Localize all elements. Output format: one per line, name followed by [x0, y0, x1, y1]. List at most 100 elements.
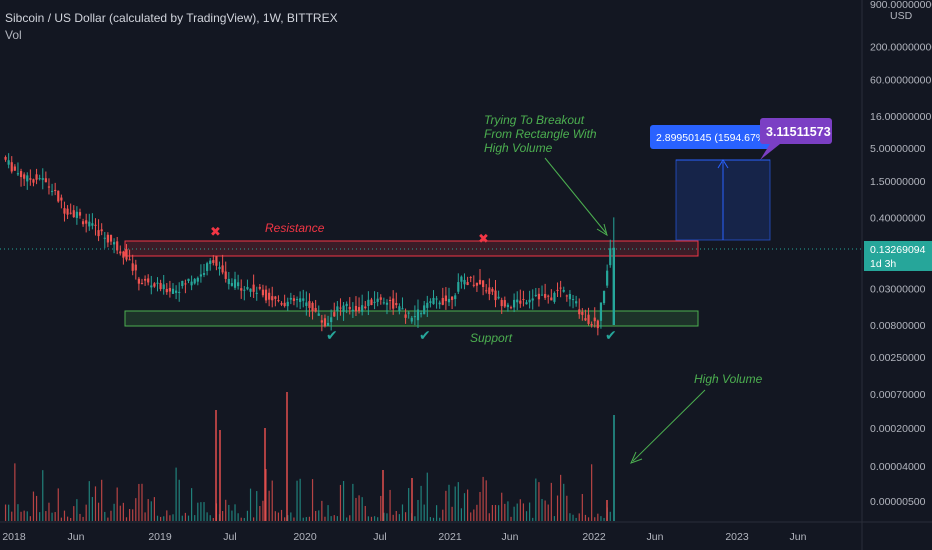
volume-bar[interactable] [237, 513, 239, 521]
resistance-zone[interactable] [124, 240, 699, 257]
candle-body[interactable] [268, 292, 271, 300]
volume-bar[interactable] [32, 491, 35, 521]
candle-body[interactable] [385, 302, 389, 305]
candle-body[interactable] [224, 271, 227, 279]
candle-body[interactable] [398, 306, 401, 312]
candle-body[interactable] [171, 288, 175, 294]
candle-body[interactable] [26, 175, 29, 182]
support-check-mark-3[interactable]: ✔ [605, 328, 617, 344]
candle-body[interactable] [13, 166, 16, 171]
volume-bar[interactable] [200, 502, 202, 521]
volume-bar[interactable] [380, 495, 382, 521]
volume-spike[interactable] [215, 410, 217, 521]
volume-bar[interactable] [187, 515, 190, 521]
volume-bar[interactable] [513, 506, 515, 521]
volume-bar[interactable] [144, 512, 146, 521]
volume-bar[interactable] [305, 517, 307, 521]
volume-bar[interactable] [256, 491, 258, 521]
candle-body[interactable] [292, 298, 296, 301]
candle-body[interactable] [395, 303, 398, 306]
volume-bar[interactable] [569, 513, 571, 521]
volume-bar[interactable] [609, 511, 611, 521]
volume-bar[interactable] [445, 490, 447, 521]
candle-body[interactable] [60, 197, 63, 201]
volume-bar[interactable] [535, 478, 537, 521]
candle-body[interactable] [602, 290, 606, 304]
volume-bar[interactable] [507, 501, 509, 521]
volume-bar[interactable] [544, 500, 546, 521]
volume-bar[interactable] [510, 516, 512, 521]
volume-bar[interactable] [290, 512, 292, 521]
volume-bar[interactable] [150, 501, 152, 521]
candle-body[interactable] [506, 304, 510, 308]
candle-body[interactable] [367, 299, 370, 307]
candle-body[interactable] [342, 305, 345, 312]
volume-bar[interactable] [54, 512, 56, 521]
high-volume-label[interactable]: High Volume [694, 372, 763, 386]
volume-bar[interactable] [85, 504, 87, 521]
candle-body[interactable] [513, 299, 516, 308]
candle-body[interactable] [122, 251, 125, 258]
volume-bar[interactable] [160, 516, 162, 521]
volume-bar[interactable] [11, 511, 13, 521]
volume-bar[interactable] [29, 516, 31, 521]
volume-bar[interactable] [116, 487, 118, 521]
candle-body[interactable] [314, 307, 317, 312]
candle-body[interactable] [295, 299, 299, 301]
resistance-touch-mark-2[interactable]: ✖ [478, 232, 489, 247]
candle-body[interactable] [454, 295, 457, 300]
candle-body[interactable] [206, 263, 209, 271]
candle-body[interactable] [175, 290, 178, 293]
candle-body[interactable] [475, 282, 479, 286]
candle-body[interactable] [320, 320, 323, 323]
candle-body[interactable] [240, 288, 243, 291]
volume-bar[interactable] [296, 480, 298, 521]
candle-body[interactable] [57, 190, 60, 202]
volume-bar[interactable] [575, 517, 577, 521]
candle-body[interactable] [32, 179, 35, 183]
volume-bar[interactable] [377, 517, 379, 521]
volume-bar[interactable] [57, 488, 59, 521]
candle-body[interactable] [100, 229, 103, 232]
volume-bar[interactable] [429, 517, 431, 521]
volume-bar[interactable] [494, 504, 497, 521]
candle-body[interactable] [593, 317, 596, 322]
candle-body[interactable] [323, 318, 327, 327]
volume-bar[interactable] [274, 511, 276, 521]
volume-bar[interactable] [203, 502, 205, 521]
candle-body[interactable] [503, 300, 506, 307]
volume-bar[interactable] [97, 502, 100, 521]
candle-body[interactable] [153, 283, 156, 287]
candle-body[interactable] [150, 285, 153, 288]
volume-bar[interactable] [51, 512, 53, 521]
candle-body[interactable] [29, 178, 32, 180]
candle-body[interactable] [199, 274, 203, 277]
candle-body[interactable] [361, 305, 364, 312]
candle-body[interactable] [497, 296, 500, 299]
volume-bar[interactable] [82, 516, 84, 521]
candle-body[interactable] [103, 237, 106, 239]
candle-body[interactable] [91, 223, 94, 226]
volume-bar[interactable] [4, 504, 7, 521]
candle-body[interactable] [63, 208, 66, 214]
volume-bar[interactable] [488, 513, 490, 521]
volume-bar[interactable] [541, 498, 543, 521]
volume-bar[interactable] [234, 504, 236, 521]
volume-spike[interactable] [286, 392, 288, 521]
candle-body[interactable] [429, 301, 432, 303]
volume-bar[interactable] [330, 516, 332, 521]
volume-bar[interactable] [463, 493, 466, 521]
volume-bar[interactable] [166, 510, 168, 521]
time-axis[interactable]: 2018 Jun 2019 Jul 2020 Jul 2021 Jun 2022 Jun 2023 J… [2, 531, 806, 543]
candle-body[interactable] [128, 259, 131, 261]
volume-bar[interactable] [147, 499, 149, 521]
volume-bar[interactable] [339, 484, 342, 521]
candle-body[interactable] [469, 277, 472, 279]
volume-bar[interactable] [194, 515, 196, 521]
volume-bar[interactable] [20, 511, 22, 521]
candle-body[interactable] [19, 171, 23, 178]
candle-body[interactable] [75, 211, 78, 218]
volume-bar[interactable] [442, 509, 444, 521]
volume-bar[interactable] [532, 517, 534, 521]
volume-bar[interactable] [169, 515, 171, 521]
